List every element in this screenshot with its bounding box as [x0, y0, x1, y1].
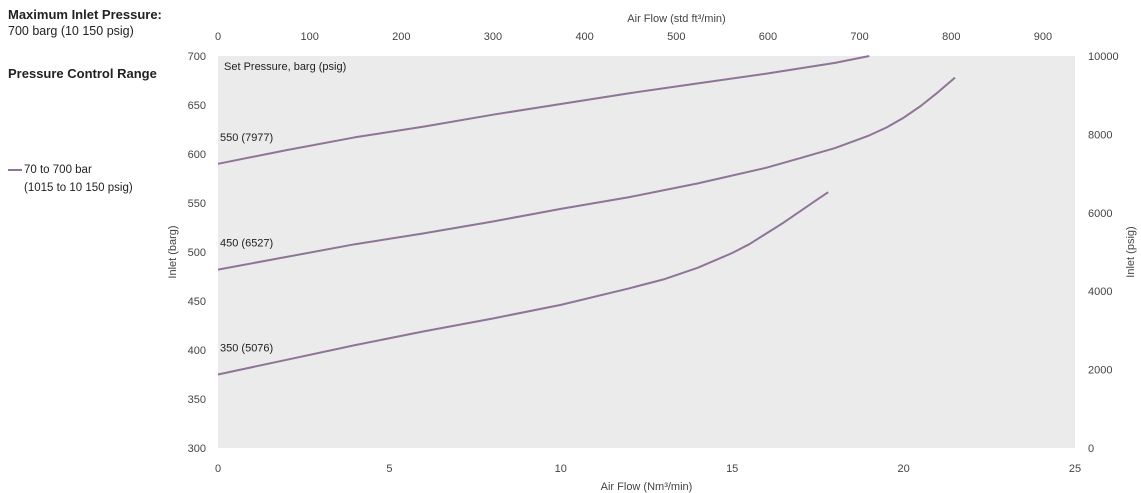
x-axis-label: Air Flow (Nm³/min) [601, 481, 693, 493]
x2-tick-label: 700 [850, 31, 868, 43]
y2-tick-label: 8000 [1088, 129, 1112, 141]
x2-tick-label: 100 [300, 31, 318, 43]
series-line [217, 76, 956, 271]
x-tick-label: 10 [555, 463, 567, 475]
y2-tick-label: 2000 [1088, 365, 1112, 377]
x2-tick-label: 200 [392, 31, 410, 43]
x-tick-label: 5 [386, 463, 392, 475]
max-inlet-title: Maximum Inlet Pressure: [8, 6, 162, 24]
x-tick-label: 0 [215, 463, 221, 475]
y2-tick-label: 0 [1088, 443, 1094, 455]
series-line [217, 55, 870, 165]
x2-tick-label: 500 [667, 31, 685, 43]
series-label: 450 (6527) [220, 238, 273, 250]
x2-axis-label: Air Flow (std ft³/min) [627, 13, 725, 25]
x-tick-label: 20 [897, 463, 909, 475]
y-axis-label: Inlet (barg) [167, 225, 179, 278]
x2-tick-label: 600 [759, 31, 777, 43]
plot-area [218, 56, 1075, 448]
curves-layer: 550 (7977) 450 (6527) 350 (5076) [217, 55, 956, 376]
x2-tick-label: 900 [1034, 31, 1052, 43]
axes-layer: 0 5 10 15 20 25 300 350 400 450 500 550 600 650 700 0 10… [188, 31, 1119, 475]
y-tick-label: 450 [188, 296, 206, 308]
y-tick-label: 350 [188, 394, 206, 406]
x2-tick-label: 300 [484, 31, 502, 43]
legend-line-swatch [8, 168, 22, 171]
y-tick-label: 550 [188, 198, 206, 210]
y-tick-label: 300 [188, 443, 206, 455]
max-inlet-title-text: Maximum Inlet Pressure: [8, 7, 162, 22]
legend-line2: (1015 to 10 150 psig) [24, 182, 133, 194]
y-tick-label: 700 [188, 51, 206, 63]
y2-tick-label: 4000 [1088, 286, 1112, 298]
legend-entry: 70 to 700 bar [8, 164, 92, 176]
y2-tick-label: 10000 [1088, 51, 1119, 63]
x-tick-label: 15 [726, 463, 738, 475]
series-label: 550 (7977) [220, 132, 273, 144]
control-range-title: Pressure Control Range [8, 66, 157, 81]
x2-tick-label: 400 [575, 31, 593, 43]
series-label: 350 (5076) [220, 343, 273, 355]
y2-tick-label: 6000 [1088, 208, 1112, 220]
y-tick-label: 400 [188, 345, 206, 357]
x2-tick-label: 800 [942, 31, 960, 43]
x2-tick-label: 0 [215, 31, 221, 43]
series-line [217, 191, 829, 376]
y-tick-label: 500 [188, 247, 206, 259]
legend-title: Set Pressure, barg (psig) [224, 61, 346, 73]
y-tick-label: 650 [188, 100, 206, 112]
max-inlet-value: 700 barg (10 150 psig) [8, 24, 134, 38]
y-tick-label: 600 [188, 149, 206, 161]
y2-axis-label: Inlet (psig) [1125, 226, 1137, 277]
legend-line1: 70 to 700 bar [24, 164, 92, 176]
x-tick-label: 25 [1069, 463, 1081, 475]
